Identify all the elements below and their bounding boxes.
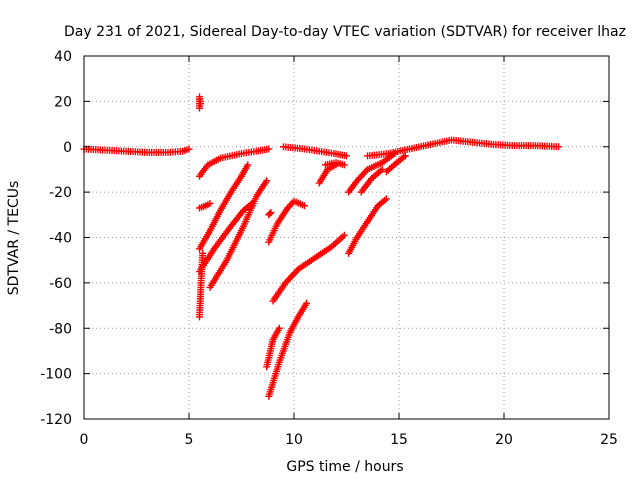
data-point <box>275 324 283 332</box>
data-point <box>343 152 350 160</box>
data-point <box>378 165 386 173</box>
series-arc-3 <box>196 161 252 253</box>
data-point <box>303 299 311 307</box>
x-tick-label: 25 <box>600 432 618 448</box>
series-arc-6 <box>196 199 214 212</box>
series-arc-11 <box>263 324 283 371</box>
y-axis-ticks: 40 20 0 -20 -40 -60 -80 -100 -120 <box>40 49 609 428</box>
series-arc-14 <box>280 143 350 160</box>
data-point <box>332 161 340 169</box>
series-arc-19 <box>357 165 386 196</box>
data-point <box>267 209 275 217</box>
data-point <box>263 177 271 185</box>
data-point <box>265 145 273 153</box>
data-point <box>340 161 348 169</box>
series-arc-1 <box>80 145 193 156</box>
series-arc-10 <box>265 299 311 400</box>
x-tick-label: 0 <box>80 432 89 448</box>
series-arc-5 <box>206 177 271 291</box>
series-arc-9 <box>265 197 308 246</box>
data-point <box>382 195 390 203</box>
data-point <box>206 199 214 207</box>
x-tick-label: 10 <box>285 432 303 448</box>
data-point <box>197 100 205 108</box>
y-tick-label: 40 <box>54 49 72 65</box>
series-arc-13 <box>269 231 348 305</box>
y-tick-label: -40 <box>49 231 72 247</box>
series-arc-8 <box>196 249 207 321</box>
x-axis-label: GPS time / hours <box>286 459 403 475</box>
data-point <box>244 161 252 169</box>
plot-frame <box>83 55 610 420</box>
y-tick-label: 20 <box>54 94 72 110</box>
y-tick-label: -80 <box>49 321 72 337</box>
data-point <box>266 210 274 218</box>
y-tick-label: -60 <box>49 276 72 292</box>
data-point <box>185 145 193 153</box>
x-tick-label: 20 <box>495 432 513 448</box>
series-arc-21 <box>364 136 563 160</box>
x-axis-ticks: 0 5 10 15 20 25 <box>80 56 618 448</box>
data-point <box>555 143 563 151</box>
series-arc-12 <box>265 209 275 219</box>
y-tick-label: -120 <box>40 412 72 428</box>
y-tick-label: -100 <box>40 367 72 383</box>
x-tick-label: 15 <box>390 432 408 448</box>
y-tick-label: -20 <box>49 185 72 201</box>
data-point <box>340 231 348 239</box>
series-arc-16 <box>315 161 340 187</box>
chart-title: Day 231 of 2021, Sidereal Day-to-day VTE… <box>64 24 626 40</box>
series-arc-7 <box>196 93 205 112</box>
grid-lines <box>84 56 609 419</box>
data-point <box>301 202 308 210</box>
x-tick-label: 5 <box>185 432 194 448</box>
data-point <box>199 249 207 257</box>
series-arc-2 <box>196 145 273 180</box>
data-points <box>80 93 563 400</box>
y-axis-label: SDTVAR / TECUs <box>6 181 22 296</box>
y-tick-label: 0 <box>63 140 72 156</box>
data-point <box>362 167 370 175</box>
series-arc-17 <box>345 195 390 257</box>
